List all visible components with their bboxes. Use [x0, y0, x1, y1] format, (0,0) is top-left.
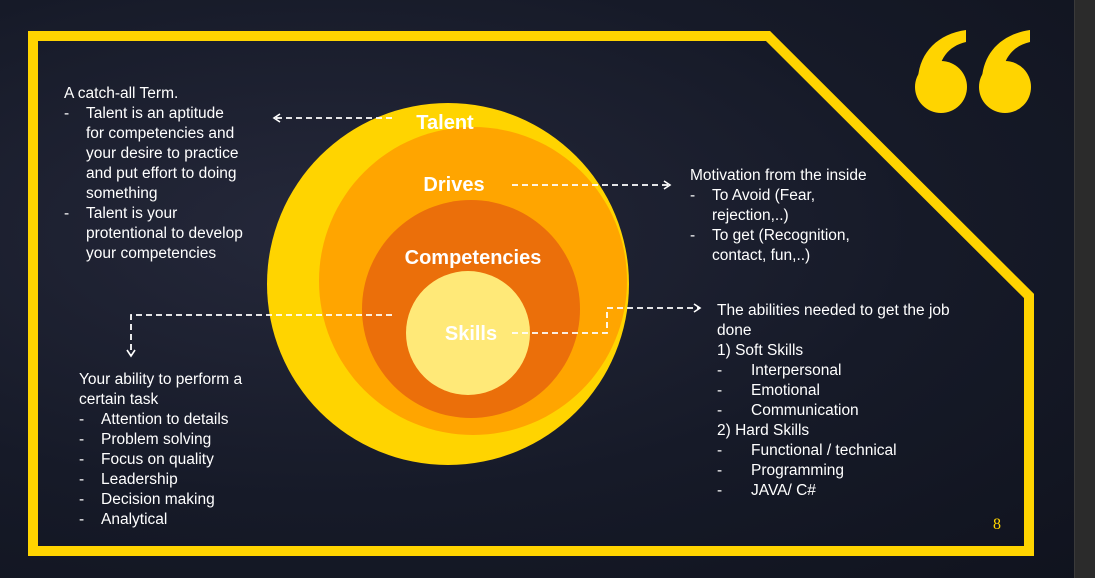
competency-item: Problem solving — [101, 431, 212, 448]
hard-skills-heading: 2) Hard Skills — [717, 422, 810, 439]
competency-item: Focus on quality — [101, 451, 214, 468]
talent-item-1-line-2: for competencies and — [86, 125, 235, 142]
talent-item-1-line-1: Talent is an aptitude — [86, 105, 224, 122]
competency-item: Attention to details — [101, 411, 229, 428]
slide-frame — [28, 31, 1034, 556]
soft-skill-item: Communication — [751, 402, 859, 419]
skills-ring — [406, 271, 530, 395]
hard-skill-item: Functional / technical — [751, 442, 897, 459]
competencies-description: Your ability to perform a certain task -… — [79, 371, 243, 528]
skills-heading-line-2: done — [717, 322, 752, 339]
talent-item-2-line-3: your competencies — [86, 245, 217, 262]
drives-description: Motivation from the inside - To Avoid (Fe… — [690, 167, 867, 264]
hard-skill-item: JAVA/ C# — [751, 482, 816, 499]
quote-mark-icon — [915, 30, 1031, 113]
competencies-label: Competencies — [405, 247, 542, 269]
drives-item-1-line-1: To Avoid (Fear, — [712, 187, 816, 204]
hard-skill-item: Programming — [751, 462, 845, 479]
soft-skills-heading: 1) Soft Skills — [717, 342, 804, 359]
talent-heading: A catch-all Term. — [64, 85, 179, 102]
talent-item-1-line-5: something — [86, 185, 158, 202]
page-number: 8 — [993, 516, 1001, 533]
competency-item: Leadership — [101, 471, 178, 488]
skills-label: Skills — [445, 323, 497, 345]
talent-item-1-line-4: and put effort to doing — [86, 165, 237, 182]
skills-description: The abilities needed to get the job done… — [717, 302, 950, 499]
competencies-connector-arrow — [126, 314, 392, 358]
drives-item-2-line-1: To get (Recognition, — [712, 227, 850, 244]
talent-description: A catch-all Term. - Talent is an aptitude… — [64, 85, 243, 262]
talent-item-1-line-3: your desire to practice — [86, 145, 239, 162]
competency-item: Decision making — [101, 491, 215, 508]
drives-item-1-line-2: rejection,..) — [712, 207, 789, 224]
drives-item-2-line-2: contact, fun,..) — [712, 247, 811, 264]
soft-skill-item: Interpersonal — [751, 362, 842, 379]
skills-heading-line-1: The abilities needed to get the job — [717, 302, 950, 319]
drives-heading: Motivation from the inside — [690, 167, 867, 184]
talent-label: Talent — [416, 112, 474, 134]
competency-item: Analytical — [101, 511, 168, 528]
scrollbar[interactable] — [1074, 0, 1095, 578]
competencies-heading-line-1: Your ability to perform a — [79, 371, 243, 388]
talent-item-2-line-2: protentional to develop — [86, 225, 243, 242]
drives-label: Drives — [423, 174, 484, 196]
competencies-heading-line-2: certain task — [79, 391, 159, 408]
soft-skill-item: Emotional — [751, 382, 820, 399]
talent-item-2-line-1: Talent is your — [86, 205, 178, 222]
